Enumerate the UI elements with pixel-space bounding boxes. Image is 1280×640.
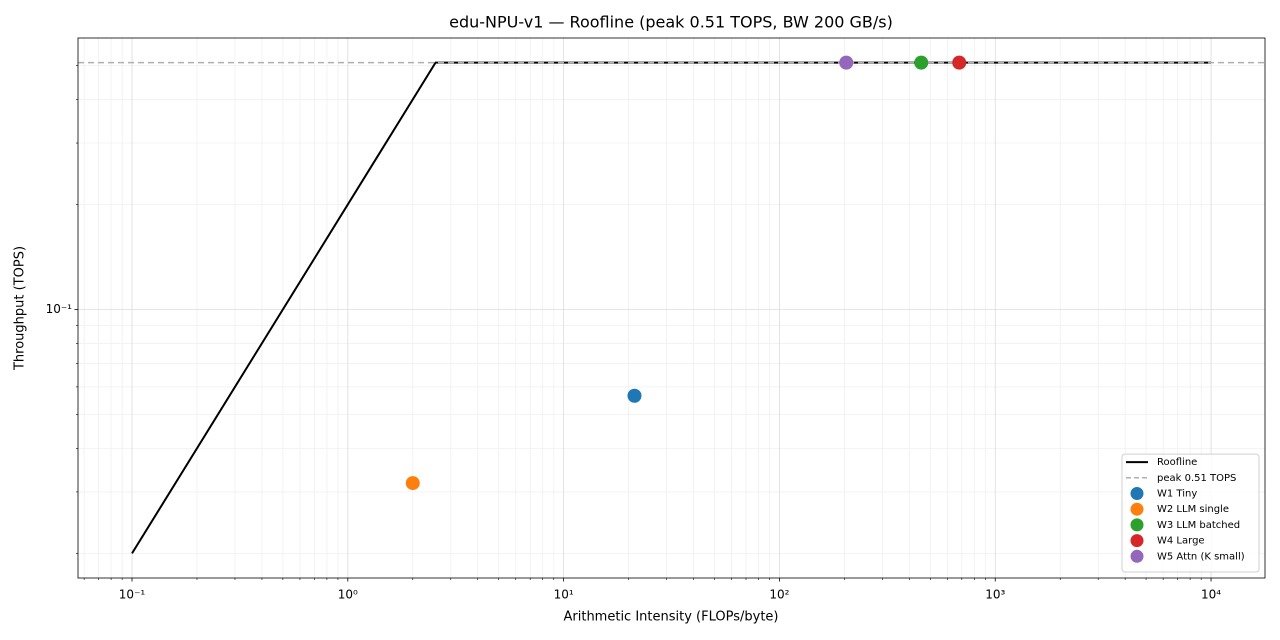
x-axis-label: Arithmetic Intensity (FLOPs/byte) <box>564 610 779 625</box>
workload-point <box>405 476 420 491</box>
workload-point <box>627 388 642 403</box>
workload-point <box>839 55 854 70</box>
y-tick-label: 10⁻¹ <box>46 302 73 316</box>
legend-marker <box>1130 487 1144 500</box>
x-tick-label: 10¹ <box>554 588 574 602</box>
x-tick-label: 10⁻¹ <box>119 588 146 602</box>
legend-marker <box>1130 534 1144 548</box>
x-tick-label: 10⁴ <box>1201 588 1221 602</box>
legend-marker <box>1130 518 1144 532</box>
legend-label: W5 Attn (K small) <box>1157 551 1245 562</box>
workload-point <box>952 55 967 70</box>
plot-frame <box>77 37 1266 579</box>
legend-marker <box>1130 549 1144 563</box>
legend-marker <box>1130 502 1144 516</box>
legend-box <box>1121 453 1260 573</box>
x-tick-label: 10² <box>769 588 789 602</box>
roofline <box>131 61 1212 554</box>
legend-label: W4 Large <box>1157 536 1205 547</box>
x-tick-label: 10⁰ <box>338 588 358 602</box>
x-tick-label: 10³ <box>985 588 1005 602</box>
workload-point <box>914 55 929 70</box>
legend-label: W3 LLM batched <box>1157 520 1240 531</box>
legend-label: W2 LLM single <box>1157 504 1229 515</box>
legend-label: W1 Tiny <box>1157 489 1197 500</box>
legend-label: peak 0.51 TOPS <box>1157 473 1236 484</box>
chart-title: edu-NPU-v1 — Roofline (peak 0.51 TOPS, B… <box>449 13 893 32</box>
legend-label: Roofline <box>1157 457 1197 468</box>
y-axis-label: Throughput (TOPS) <box>13 246 28 371</box>
